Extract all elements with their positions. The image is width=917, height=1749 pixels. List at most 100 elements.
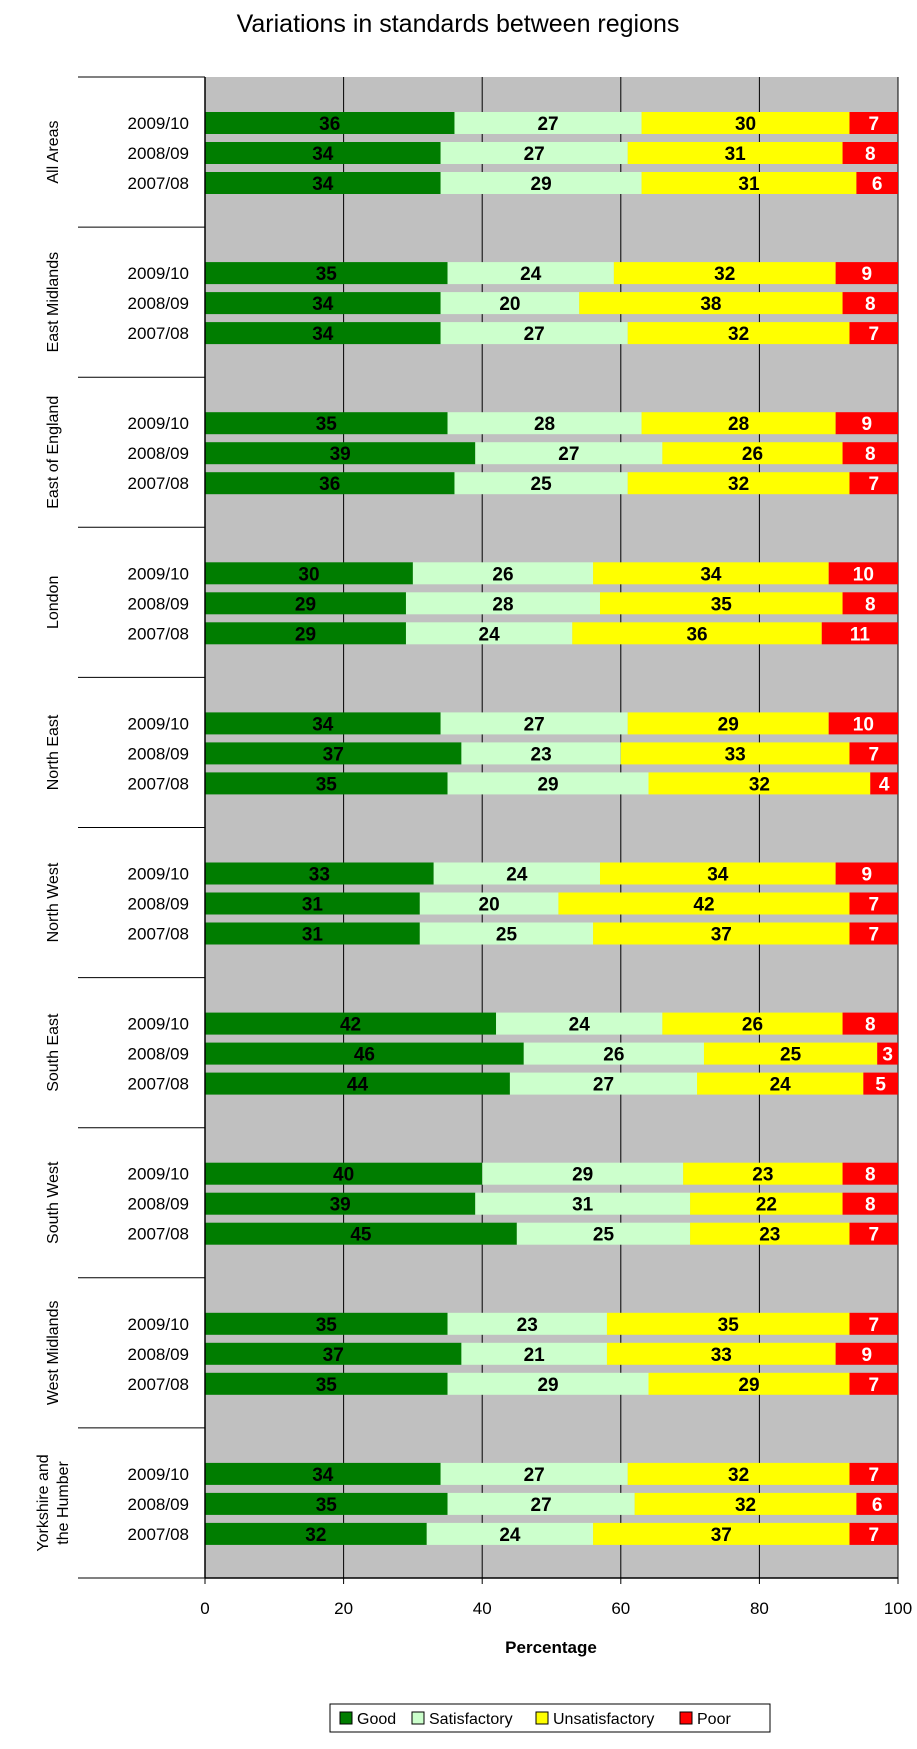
region-label: All Areas [45, 120, 62, 183]
region-label: West Midlands [45, 1301, 62, 1406]
bar-segment [205, 1012, 497, 1035]
x-tick-label: 20 [334, 1599, 353, 1618]
year-label: 2007/08 [128, 624, 189, 643]
bar-segment [627, 472, 850, 495]
bar-segment [205, 1222, 517, 1245]
data-label: 27 [524, 714, 545, 735]
data-label: 24 [520, 264, 542, 285]
bar-segment [683, 1162, 843, 1185]
bar-segment [600, 592, 843, 615]
bar-segment [205, 1492, 448, 1515]
bar-segment [849, 742, 898, 765]
year-label: 2008/09 [128, 1495, 189, 1514]
region-label-line: West Midlands [45, 1301, 62, 1406]
data-label: 31 [738, 174, 760, 195]
bar-segment [849, 1222, 898, 1245]
region-label: South East [45, 1013, 62, 1092]
data-label: 21 [524, 1345, 546, 1366]
region-label-line: North East [45, 714, 62, 790]
data-label: 32 [728, 1465, 749, 1486]
data-label: 25 [780, 1045, 802, 1066]
data-label: 27 [558, 444, 579, 465]
data-label: 31 [302, 925, 324, 946]
legend-swatch [411, 1711, 425, 1725]
bar-segment [447, 1372, 649, 1395]
bar-segment [447, 262, 614, 285]
data-label: 34 [312, 1465, 334, 1486]
bar-segment [419, 892, 559, 915]
data-label: 36 [319, 474, 340, 495]
data-label: 34 [312, 324, 334, 345]
data-label: 35 [711, 594, 733, 615]
data-label: 24 [569, 1015, 591, 1036]
bar-segment [849, 322, 898, 345]
data-label: 36 [686, 624, 707, 645]
bar-segment [572, 622, 822, 645]
data-label: 8 [865, 444, 876, 465]
data-label: 29 [531, 174, 552, 195]
data-label: 34 [312, 714, 334, 735]
region-label: North East [45, 714, 62, 790]
data-label: 23 [531, 744, 552, 765]
year-label: 2007/08 [128, 1225, 189, 1244]
year-label: 2008/09 [128, 1345, 189, 1364]
bar-segment [475, 1192, 691, 1215]
bar-segment [205, 1372, 448, 1395]
bar-segment [690, 1192, 843, 1215]
bar-segment [447, 412, 642, 435]
data-label: 28 [728, 414, 749, 435]
bar-segment [606, 1342, 836, 1365]
bar-segment [205, 412, 448, 435]
bars: 36 27 30 734 27 31 834 29 31 635 24 32 934 20 38 834 27 3… [205, 112, 898, 1546]
bar-segment [600, 862, 836, 885]
year-label: 2008/09 [128, 294, 189, 313]
data-label: 27 [593, 1075, 614, 1096]
data-label: 27 [524, 324, 545, 345]
data-label: 9 [862, 1345, 873, 1366]
data-label: 42 [340, 1015, 361, 1036]
year-label: 2008/09 [128, 144, 189, 163]
year-label: 2008/09 [128, 594, 189, 613]
bar-segment [856, 1492, 898, 1515]
data-label: 25 [593, 1225, 615, 1246]
legend-box [329, 1703, 771, 1733]
bar-segment [454, 112, 642, 134]
region-label-line: South West [45, 1161, 62, 1244]
data-label: 29 [572, 1165, 593, 1186]
year-label: 2009/10 [128, 114, 189, 133]
bar-segment [849, 922, 898, 945]
bar-segment [440, 322, 628, 345]
bar-segment [205, 1522, 427, 1545]
year-label: 2008/09 [128, 895, 189, 914]
year-label: 2009/10 [128, 1015, 189, 1034]
bar-segment [606, 1312, 850, 1335]
bar-segment [627, 1462, 850, 1485]
x-tick-label: 80 [750, 1599, 769, 1618]
bar-segment [461, 742, 621, 765]
data-label: 37 [711, 925, 732, 946]
data-label: 8 [865, 294, 876, 315]
data-label: 44 [347, 1075, 369, 1096]
data-label: 32 [735, 1495, 756, 1516]
bar-segment [648, 1372, 850, 1395]
data-label: 6 [872, 174, 883, 195]
data-label: 9 [862, 865, 873, 886]
bar-segment [205, 142, 441, 164]
bar-segment [641, 172, 857, 194]
bar-segment [440, 712, 628, 735]
data-label: 28 [492, 594, 513, 615]
bar-segment [205, 1312, 448, 1335]
data-label: 40 [333, 1165, 354, 1186]
bar-segment [205, 742, 462, 765]
data-label: 7 [868, 1375, 879, 1396]
year-label: 2007/08 [128, 925, 189, 944]
data-label: 7 [868, 895, 879, 916]
bar-segment [842, 1162, 898, 1185]
bar-segment [641, 412, 836, 435]
data-label: 31 [725, 144, 747, 165]
axes [78, 76, 898, 1579]
bar-segment [447, 1312, 607, 1335]
bar-segment [205, 322, 441, 345]
year-label: 2008/09 [128, 444, 189, 463]
data-label: 33 [725, 744, 746, 765]
